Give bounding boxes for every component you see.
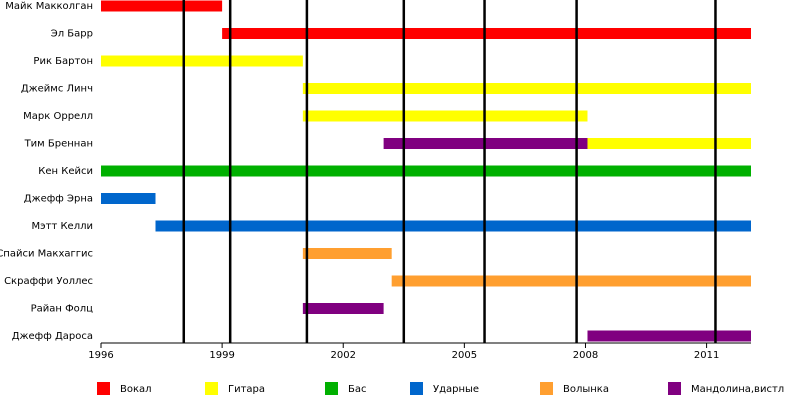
bar bbox=[101, 55, 303, 67]
legend-label: Волынка bbox=[563, 384, 609, 395]
bar bbox=[222, 28, 751, 39]
row-label: Кен Кейси bbox=[38, 166, 93, 177]
bar bbox=[101, 193, 156, 204]
x-tick-label: 2008 bbox=[573, 350, 598, 361]
row-label: Эл Барр bbox=[51, 29, 93, 40]
row-label: Райан Фолц bbox=[31, 304, 94, 315]
legend-label: Гитара bbox=[228, 384, 265, 395]
row-label: Спайси Макхаггис bbox=[0, 249, 93, 260]
x-tick-label: 2011 bbox=[694, 350, 719, 361]
bar bbox=[302, 303, 384, 314]
bar bbox=[587, 330, 751, 342]
legend-swatch bbox=[205, 382, 218, 395]
bar bbox=[302, 83, 751, 94]
row-label: Скраффи Уоллес bbox=[4, 276, 93, 287]
legend-swatch bbox=[540, 382, 553, 395]
bar bbox=[101, 0, 223, 12]
row-label: Джеймс Линч bbox=[21, 84, 93, 95]
x-tick-label: 2002 bbox=[331, 350, 356, 361]
row-label: Тим Бреннан bbox=[24, 139, 93, 150]
row-label: Майк Макколган bbox=[5, 1, 93, 12]
row-label: Марк Оррелл bbox=[23, 111, 93, 122]
x-tick-label: 2005 bbox=[452, 350, 477, 361]
row-label: Джефф Дароса bbox=[12, 331, 93, 342]
legend-swatch bbox=[668, 382, 681, 395]
legend-swatch bbox=[410, 382, 423, 395]
bar bbox=[587, 138, 751, 149]
row-label: Мэтт Келли bbox=[32, 221, 93, 232]
legend-label: Ударные bbox=[433, 384, 479, 395]
legend-label: Бас bbox=[348, 384, 367, 395]
bar bbox=[391, 275, 751, 287]
legend-swatch bbox=[97, 382, 110, 395]
x-tick-label: 1999 bbox=[209, 350, 234, 361]
row-label: Рик Бартон bbox=[33, 56, 93, 67]
row-label: Джефф Эрна bbox=[24, 194, 93, 205]
bar bbox=[302, 110, 588, 122]
legend-label: Мандолина,вистл bbox=[691, 384, 784, 395]
bar bbox=[101, 165, 751, 177]
bar bbox=[155, 220, 751, 232]
legend-label: Вокал bbox=[120, 384, 152, 395]
bar bbox=[302, 248, 392, 259]
legend-swatch bbox=[325, 382, 338, 395]
x-tick-label: 1996 bbox=[88, 350, 113, 361]
